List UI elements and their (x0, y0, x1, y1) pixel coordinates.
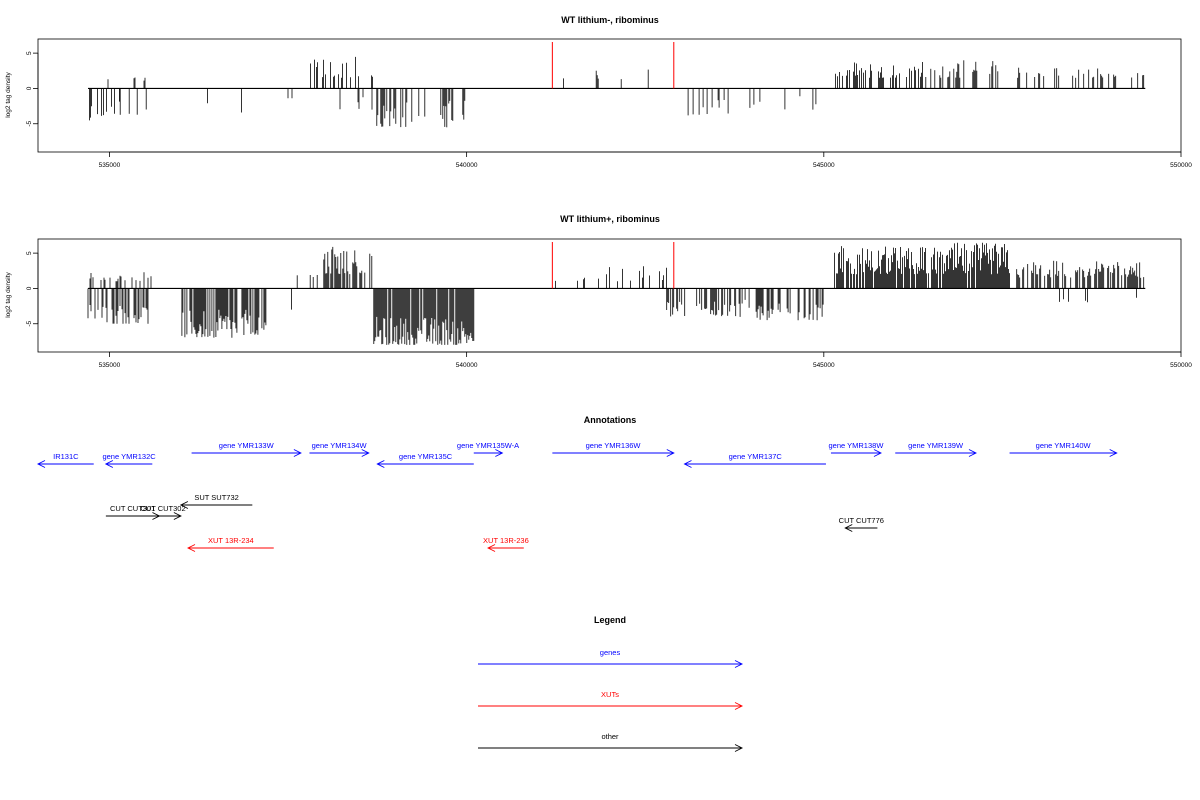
feature-label: SUT SUT732 (194, 493, 238, 502)
axes: 535000 540000 545000 550000 5 0 -5 (26, 251, 1192, 369)
feature-label: gene YMR135C (399, 452, 453, 461)
gene-feature: gene YMR135W-A (457, 441, 519, 457)
y-tick-label: -5 (26, 320, 33, 326)
feature-label: gene YMR140W (1036, 441, 1092, 450)
density-marks (87, 242, 1146, 345)
feature-label: XUT 13R-236 (483, 536, 529, 545)
density-marks (88, 42, 1146, 128)
gene-feature: gene YMR138W (829, 441, 885, 457)
legend-title: Legend (594, 615, 626, 625)
gene-feature: IR131C (36, 452, 94, 468)
plot-frame (37, 38, 1182, 153)
other-feature: CUT CUT776 (839, 516, 884, 532)
gene-feature: gene YMR133W (191, 441, 302, 457)
gene-feature: gene YMR139W (895, 441, 977, 457)
feature-label: CUT CUT301 (110, 504, 155, 513)
track-title: WT lithium+, ribominus (560, 214, 660, 224)
legend-xut-arrow (478, 702, 744, 710)
feature-label: gene YMR136W (586, 441, 642, 450)
feature-label: gene YMR138W (829, 441, 885, 450)
gene-feature: gene YMR132C (102, 452, 156, 468)
track-panel-lithium-minus: WT lithium-, ribominus 535000 540000 54500… (5, 15, 1192, 169)
other-feature: CUT CUT302 (140, 504, 186, 520)
annotations-panel: Annotations IR131C gene YMR132C gene YMR13… (36, 415, 1118, 552)
track-title: WT lithium-, ribominus (561, 15, 659, 25)
feature-label: gene YMR139W (908, 441, 964, 450)
y-tick-label: 0 (26, 286, 33, 290)
x-tick-label: 540000 (456, 162, 478, 169)
y-tick-label: -5 (26, 120, 33, 126)
annotation-features: IR131C gene YMR132C gene YMR133W gene YMR13… (36, 441, 1118, 552)
x-tick-label: 545000 (813, 162, 835, 169)
gene-feature: gene YMR136W (552, 441, 675, 457)
feature-label: gene YMR132C (102, 452, 156, 461)
annotations-title: Annotations (584, 415, 637, 425)
legend-gene-arrow (478, 660, 744, 668)
feature-label: IR131C (53, 452, 79, 461)
legend-label: genes (600, 648, 621, 657)
x-tick-label: 535000 (99, 162, 121, 169)
feature-label: CUT CUT776 (839, 516, 884, 525)
feature-label: gene YMR133W (219, 441, 275, 450)
gene-feature: gene YMR137C (683, 452, 826, 468)
gene-feature: gene YMR140W (1009, 441, 1118, 457)
legend-other-arrow (478, 744, 744, 752)
xut-feature: XUT 13R-234 (187, 536, 274, 552)
track-panel-lithium-plus: WT lithium+, ribominus 535000 540000 54500… (5, 214, 1192, 369)
feature-label: gene YMR135W-A (457, 441, 519, 450)
legend-items: genes XUTs other (478, 648, 744, 752)
x-tick-label: 550000 (1170, 362, 1192, 369)
y-axis-label: log2 tag density (5, 71, 12, 117)
y-axis-label: log2 tag density (5, 271, 12, 317)
feature-label: gene YMR134W (312, 441, 368, 450)
x-tick-label: 545000 (813, 362, 835, 369)
feature-label: CUT CUT302 (140, 504, 185, 513)
legend: Legend genes XUTs other (478, 615, 744, 752)
xut-feature: XUT 13R-236 (483, 536, 529, 552)
gene-feature: gene YMR134W (309, 441, 370, 457)
x-tick-label: 540000 (456, 362, 478, 369)
plot-frame (37, 238, 1182, 353)
y-tick-label: 5 (26, 251, 33, 255)
gene-feature: gene YMR135C (376, 452, 474, 468)
feature-label: gene YMR137C (729, 452, 783, 461)
legend-label: XUTs (601, 690, 619, 699)
y-tick-label: 0 (26, 86, 33, 90)
y-tick-label: 5 (26, 51, 33, 55)
x-tick-label: 550000 (1170, 162, 1192, 169)
x-tick-label: 535000 (99, 362, 121, 369)
legend-label: other (601, 732, 619, 741)
feature-label: XUT 13R-234 (208, 536, 254, 545)
axes: 535000 540000 545000 550000 5 0 -5 (26, 51, 1192, 169)
other-feature: SUT SUT732 (179, 493, 253, 509)
